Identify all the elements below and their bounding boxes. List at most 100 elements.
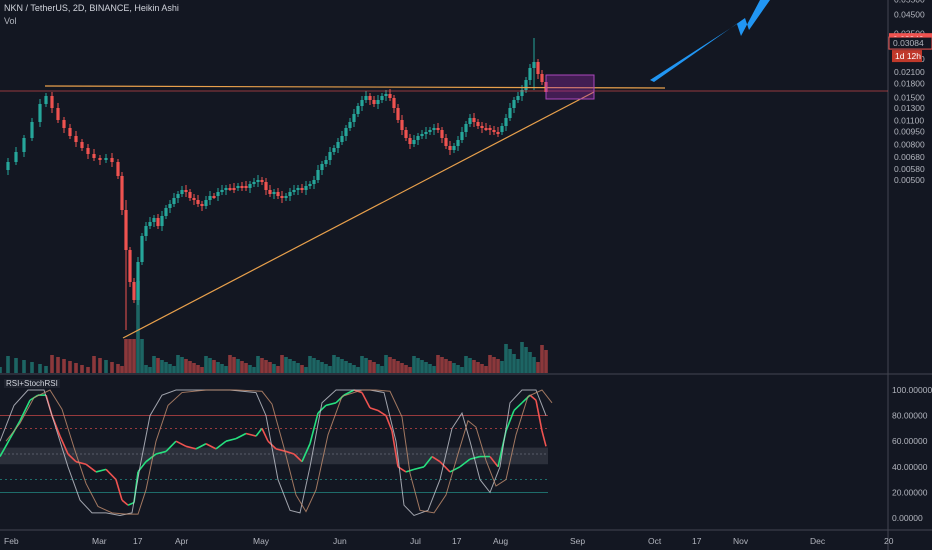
candle-body[interactable] (172, 198, 176, 204)
candle-body[interactable] (304, 186, 308, 190)
candle-body[interactable] (372, 100, 376, 104)
resistance-trendline[interactable] (44, 85, 666, 89)
candle-body[interactable] (268, 190, 272, 194)
candle-body[interactable] (216, 192, 220, 196)
candle-body[interactable] (38, 104, 42, 122)
candle-body[interactable] (472, 118, 476, 122)
candle-body[interactable] (504, 118, 508, 126)
candle-body[interactable] (392, 98, 396, 108)
candle-body[interactable] (176, 194, 180, 198)
candle-body[interactable] (240, 186, 244, 188)
candle-body[interactable] (260, 180, 264, 182)
candle-body[interactable] (256, 180, 260, 182)
candle-body[interactable] (396, 108, 400, 120)
candle-body[interactable] (292, 190, 296, 192)
candle-body[interactable] (408, 138, 412, 144)
candlesticks[interactable] (6, 38, 548, 330)
candle-body[interactable] (528, 68, 532, 80)
candle-body[interactable] (444, 138, 448, 146)
candle-body[interactable] (228, 188, 232, 190)
candle-body[interactable] (296, 188, 300, 190)
candle-body[interactable] (404, 130, 408, 138)
candle-body[interactable] (440, 130, 444, 138)
candle-body[interactable] (92, 154, 96, 158)
candle-body[interactable] (208, 196, 212, 200)
candle-body[interactable] (104, 158, 108, 160)
candle-body[interactable] (30, 122, 34, 138)
candle-body[interactable] (364, 96, 368, 100)
candle-body[interactable] (148, 222, 152, 226)
candle-body[interactable] (468, 118, 472, 124)
candle-body[interactable] (264, 182, 268, 190)
target-zone-box[interactable] (545, 74, 595, 100)
candle-body[interactable] (536, 62, 540, 74)
price-axis[interactable]: 0.055000.045000.035000.025000.021000.018… (888, 0, 932, 185)
candle-body[interactable] (192, 198, 196, 200)
candle-body[interactable] (428, 130, 432, 132)
candle-body[interactable] (188, 192, 192, 198)
candle-body[interactable] (480, 126, 484, 128)
candle-body[interactable] (484, 128, 488, 130)
candle-body[interactable] (476, 122, 480, 126)
candle-body[interactable] (164, 208, 168, 216)
candle-body[interactable] (500, 126, 504, 132)
candle-body[interactable] (68, 128, 72, 136)
support-trendline[interactable] (122, 91, 595, 339)
candle-body[interactable] (14, 152, 18, 162)
candle-body[interactable] (116, 162, 120, 176)
candle-body[interactable] (324, 160, 328, 164)
candle-body[interactable] (244, 186, 248, 188)
candle-body[interactable] (56, 108, 60, 120)
candle-body[interactable] (204, 200, 208, 206)
candle-body[interactable] (456, 140, 460, 146)
candle-body[interactable] (300, 188, 304, 190)
candle-body[interactable] (368, 96, 372, 100)
candle-body[interactable] (132, 282, 136, 300)
candle-body[interactable] (316, 170, 320, 180)
candle-body[interactable] (86, 148, 90, 154)
candle-body[interactable] (452, 146, 456, 150)
candle-body[interactable] (512, 100, 516, 108)
candle-body[interactable] (360, 100, 364, 106)
candle-body[interactable] (540, 74, 544, 82)
candle-body[interactable] (448, 146, 452, 150)
candle-body[interactable] (384, 94, 388, 96)
candle-body[interactable] (416, 136, 420, 140)
candle-body[interactable] (22, 138, 26, 152)
candle-body[interactable] (110, 158, 114, 162)
candle-body[interactable] (62, 120, 66, 128)
candle-body[interactable] (352, 114, 356, 122)
candle-body[interactable] (424, 132, 428, 134)
candle-body[interactable] (272, 192, 276, 194)
candle-body[interactable] (160, 216, 164, 226)
candle-body[interactable] (320, 164, 324, 170)
candle-body[interactable] (168, 204, 172, 208)
candle-body[interactable] (344, 128, 348, 136)
candle-body[interactable] (348, 122, 352, 128)
candle-body[interactable] (524, 80, 528, 90)
candle-body[interactable] (128, 250, 132, 282)
candle-body[interactable] (196, 200, 200, 204)
candle-body[interactable] (496, 132, 500, 134)
candle-body[interactable] (232, 188, 236, 190)
candle-body[interactable] (420, 134, 424, 136)
candle-body[interactable] (140, 236, 144, 262)
candle-body[interactable] (248, 184, 252, 188)
candle-body[interactable] (312, 180, 316, 184)
candle-body[interactable] (508, 108, 512, 118)
candle-body[interactable] (340, 136, 344, 142)
candle-body[interactable] (156, 218, 160, 226)
candle-body[interactable] (80, 142, 84, 148)
candle-body[interactable] (276, 192, 280, 196)
candle-body[interactable] (152, 218, 156, 222)
candle-body[interactable] (44, 96, 48, 104)
candle-body[interactable] (464, 124, 468, 132)
candle-body[interactable] (332, 148, 336, 152)
candle-body[interactable] (460, 132, 464, 140)
candle-body[interactable] (98, 158, 102, 160)
indicator-axis[interactable]: 100.00000 80.00000 60.00000 40.00000 20.0000… (892, 385, 932, 523)
candle-body[interactable] (336, 142, 340, 148)
candle-body[interactable] (144, 226, 148, 236)
candle-body[interactable] (6, 162, 10, 170)
